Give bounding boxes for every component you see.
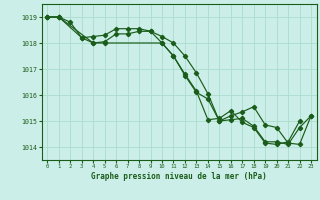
X-axis label: Graphe pression niveau de la mer (hPa): Graphe pression niveau de la mer (hPa) xyxy=(91,172,267,181)
